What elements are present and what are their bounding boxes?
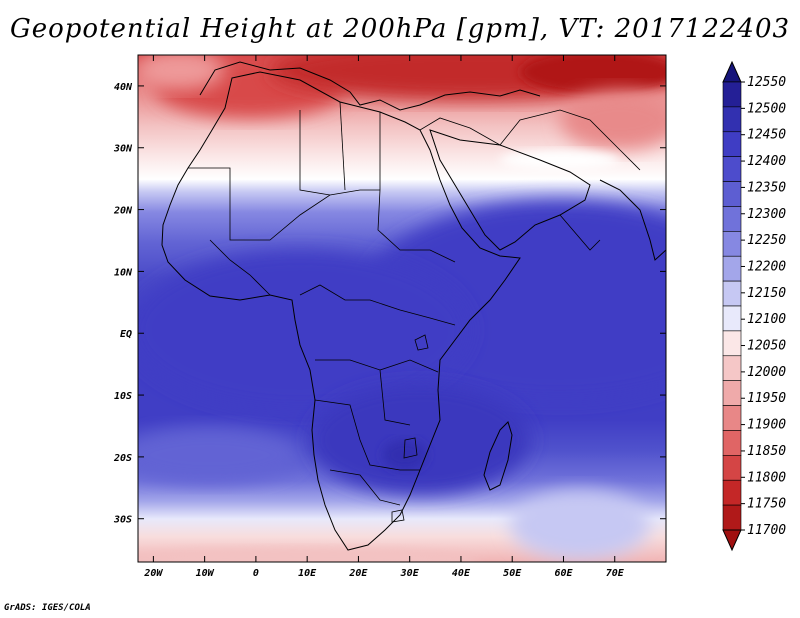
colorbar-swatch (722, 255, 742, 282)
colorbar-swatch (722, 156, 742, 182)
colorbar-swatch (722, 455, 742, 481)
colorbar-label: 12100 (747, 312, 786, 327)
colorbar-label: 11750 (747, 497, 786, 512)
colorbar-swatch (722, 280, 742, 307)
colorbar-bottom-arrow (722, 529, 742, 552)
lat-tick-label: 20S (113, 453, 132, 464)
colorbar-label: 12200 (747, 259, 786, 274)
lon-tick-label: 0 (253, 568, 259, 579)
madagascar-coastline (483, 421, 513, 491)
lon-tick-label: 30E (400, 568, 420, 579)
colorbar-swatch (722, 231, 742, 257)
colorbar-swatch (722, 305, 742, 332)
lat-tick-label: 30N (113, 144, 133, 155)
lon-tick-label: 10W (196, 568, 215, 579)
colorbar-label: 11800 (747, 470, 786, 485)
lon-tick-label: 40E (452, 568, 471, 579)
colorbar-swatch (722, 330, 742, 357)
colorbar-label: 11900 (747, 418, 786, 433)
map-title: Geopotential Height at 200hPa [gpm], VT:… (9, 14, 791, 44)
africa-coastline (161, 71, 521, 551)
colorbar-top-arrow (722, 60, 742, 83)
colorbar-swatch (722, 206, 742, 232)
colorbar-label: 12300 (747, 207, 786, 222)
lon-tick-label: 70E (606, 568, 625, 579)
lon-tick-label: 10E (298, 568, 317, 579)
lat-tick-label: 10S (114, 391, 132, 402)
colorbar-label: 12150 (747, 286, 786, 301)
lon-tick-label: 50E (503, 568, 522, 579)
arabia-coastline (429, 129, 591, 251)
india-coastline (599, 179, 666, 261)
colorbar-label: 11700 (747, 523, 786, 538)
europe-coastline (199, 61, 541, 111)
colorbar-label: 12050 (747, 339, 786, 354)
colorbar-swatch (722, 81, 742, 108)
colorbar-swatch (722, 405, 742, 431)
colorbar-label: 12250 (747, 233, 786, 248)
lon-tick-label: 60E (554, 568, 573, 579)
lat-tick-label: 40N (114, 82, 133, 93)
colorbar-label: 12500 (747, 101, 786, 116)
colorbar-label: 12000 (747, 365, 786, 380)
colorbar-label: 11850 (747, 444, 786, 459)
colorbar: 12550 12500 12450 12400 12350 12300 12250 12200… (722, 60, 786, 552)
colorbar-label: 11950 (747, 391, 786, 406)
colorbar-swatch (722, 479, 742, 506)
country-borders (188, 101, 641, 506)
lat-tick-label: 30S (113, 515, 132, 526)
colorbar-swatch (722, 380, 742, 406)
lon-tick-label: 20W (143, 568, 163, 579)
colorbar-label: 12450 (747, 128, 786, 143)
colorbar-label: 12400 (747, 154, 786, 169)
colorbar-swatch (722, 181, 742, 207)
plot-frame (137, 54, 667, 563)
lat-tick-label: EQ (120, 329, 132, 340)
colorbar-label: 12550 (747, 75, 786, 90)
colorbar-swatch (722, 106, 742, 133)
colorbar-swatch (722, 430, 742, 456)
colorbar-swatch (722, 504, 742, 531)
grads-credit: GrADS: IGES/COLA (4, 603, 91, 613)
axes: 40N 30N 20N 10N EQ 10S 20S 30S 20W 10W 0 10E 20E 30E 4… (113, 55, 666, 579)
colorbar-swatch (722, 355, 742, 381)
lat-tick-label: 10N (114, 267, 133, 278)
coastlines (161, 61, 666, 551)
lat-tick-label: 20N (113, 206, 133, 217)
colorbar-label: 12350 (747, 180, 786, 195)
colorbar-swatch (722, 131, 742, 157)
height-field (138, 55, 666, 562)
lon-tick-label: 20E (348, 568, 368, 579)
lakes (391, 334, 429, 523)
